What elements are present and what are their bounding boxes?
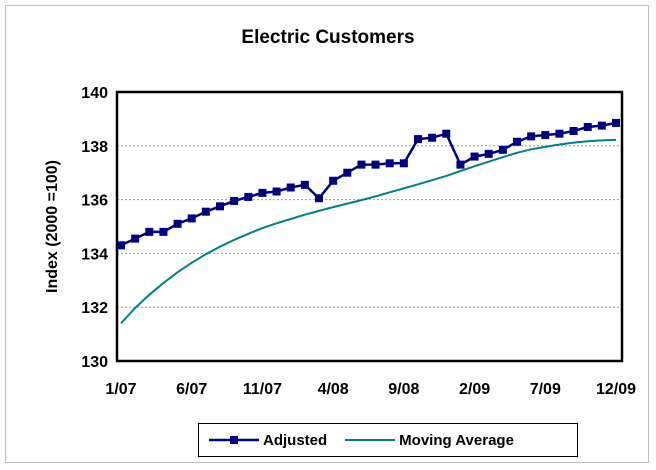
data-point-adjusted (173, 219, 182, 228)
data-point-adjusted (513, 137, 521, 146)
data-point-adjusted (555, 129, 564, 138)
legend-swatch-adjusted (209, 436, 259, 444)
y-tick-label: 132 (81, 300, 108, 317)
chart-title: Electric Customers (241, 27, 415, 48)
x-tick-label: 2/09 (459, 381, 490, 398)
gridlines (117, 145, 622, 308)
y-tick-label: 130 (81, 354, 108, 371)
data-point-adjusted (286, 183, 295, 192)
data-point-adjusted (612, 118, 620, 127)
data-point-adjusted (272, 187, 281, 196)
series-line-moving-average (120, 138, 617, 324)
data-point-adjusted (456, 160, 465, 169)
x-tick-label: 9/08 (388, 381, 419, 398)
data-point-adjusted (315, 194, 323, 203)
data-point-adjusted (597, 121, 606, 130)
data-point-adjusted (470, 152, 479, 161)
legend: Adjusted Moving Average (198, 423, 578, 457)
x-tick-label: 6/07 (176, 381, 207, 398)
y-tick-label: 140 (81, 85, 108, 102)
legend-item-adjusted: Adjusted (209, 432, 327, 449)
data-point-adjusted (216, 202, 224, 211)
legend-label-adjusted: Adjusted (263, 431, 328, 449)
data-point-adjusted (117, 241, 125, 250)
x-tick-label: 4/08 (318, 381, 349, 398)
legend-label-moving-average: Moving Average (399, 431, 514, 449)
y-tick-label: 138 (81, 139, 108, 156)
data-point-adjusted (343, 168, 352, 177)
data-point-adjusted (498, 145, 507, 154)
y-tick-label: 136 (81, 193, 108, 210)
data-point-adjusted (258, 188, 267, 197)
y-axis: 130 132 134 136 138 140 (81, 85, 108, 371)
series-lines (120, 121, 617, 324)
data-point-adjusted (244, 192, 253, 201)
x-tick-label: 7/09 (530, 381, 561, 398)
data-point-adjusted (484, 149, 493, 158)
y-axis-label: Index (2000 =100) (44, 160, 61, 293)
x-tick-label: 11/07 (243, 381, 282, 398)
data-point-adjusted (371, 160, 380, 169)
data-point-adjusted (583, 122, 592, 131)
data-point-adjusted (357, 160, 366, 169)
data-point-adjusted (442, 129, 451, 138)
chart-frame (5, 5, 649, 463)
legend-item-moving-average: Moving Average (345, 432, 514, 449)
data-point-adjusted (329, 176, 338, 185)
data-point-adjusted (230, 196, 239, 205)
data-point-adjusted (541, 131, 550, 140)
series-line-adjusted (120, 121, 617, 247)
series-markers (117, 118, 620, 250)
y-tick-label: 134 (81, 246, 108, 263)
data-point-adjusted (300, 180, 309, 189)
x-tick-label: 1/07 (105, 381, 136, 398)
x-tick-label: 12/09 (596, 381, 636, 398)
data-point-adjusted (527, 132, 536, 141)
data-point-adjusted (414, 135, 422, 144)
data-point-adjusted (145, 227, 154, 236)
data-point-adjusted (428, 133, 437, 142)
data-point-adjusted (131, 234, 140, 243)
data-point-adjusted (399, 159, 408, 168)
data-point-adjusted (569, 127, 578, 136)
x-axis: 1/07 6/07 11/07 4/08 9/08 2/09 7/09 12/09 (105, 381, 636, 398)
data-point-adjusted (385, 159, 394, 168)
data-point-adjusted (187, 214, 196, 223)
legend-swatch-moving-average (345, 439, 396, 441)
plot-area (115, 90, 624, 363)
data-point-adjusted (159, 227, 168, 236)
data-point-adjusted (201, 207, 210, 216)
